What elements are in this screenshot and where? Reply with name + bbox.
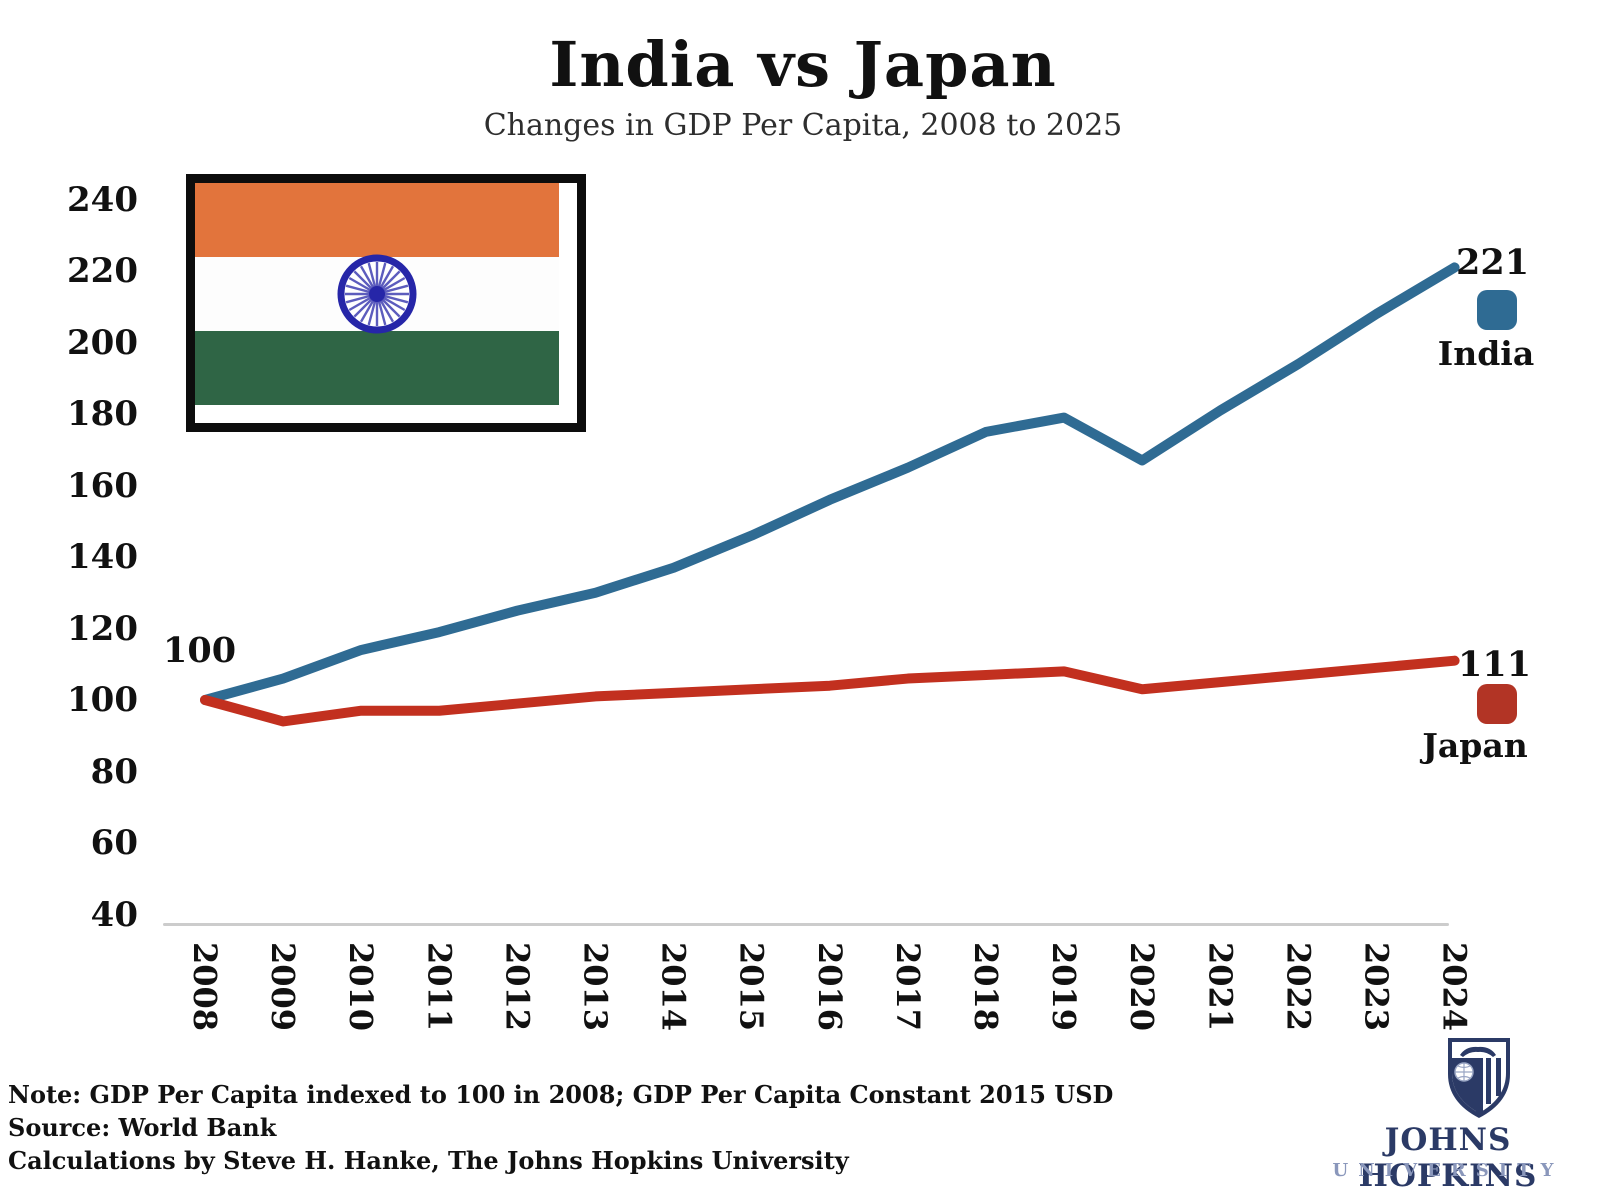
x-tick-label: 2023: [1357, 942, 1396, 1032]
x-tick-label: 2009: [264, 942, 303, 1032]
x-tick-label: 2013: [576, 942, 615, 1032]
flag-saffron-band: [195, 183, 559, 257]
x-tick-label: 2008: [186, 942, 224, 1032]
y-tick-label: 240: [67, 179, 138, 220]
india-flag: [186, 174, 586, 432]
y-tick-label: 120: [67, 608, 138, 649]
india-legend-label: India: [1437, 334, 1535, 373]
chart-subtitle: Changes in GDP Per Capita, 2008 to 2025: [483, 108, 1123, 143]
note-text: Note: GDP Per Capita indexed to 100 in 2…: [8, 1080, 1114, 1109]
x-tick-label: 2018: [967, 942, 1005, 1032]
x-tick-label: 2021: [1201, 942, 1240, 1032]
x-tick-label: 2020: [1123, 942, 1162, 1032]
india-legend-swatch: [1477, 290, 1517, 330]
johns-hopkins-shield-icon: [1448, 1038, 1510, 1118]
source-text: Source: World Bank: [8, 1113, 277, 1142]
x-tick-label: 2017: [888, 942, 927, 1032]
y-tick-label: 100: [67, 680, 138, 720]
japan-legend-label: Japan: [1422, 726, 1528, 765]
calculations-text: Calculations by Steve H. Hanke, The John…: [8, 1146, 849, 1175]
japan-legend-swatch: [1477, 684, 1517, 724]
japan-end-value-label: 111: [1458, 644, 1532, 685]
x-tick-label: 2011: [420, 942, 459, 1032]
jhu-university-text: UNIVERSITY: [1332, 1160, 1564, 1181]
y-tick-label: 160: [67, 465, 138, 506]
y-tick-label: 80: [90, 751, 138, 792]
y-tick-label: 40: [90, 894, 138, 935]
india-end-value-label: 221: [1456, 242, 1530, 283]
y-tick-label: 140: [67, 537, 138, 577]
start-value-label: 100: [163, 630, 237, 671]
x-tick-label: 2015: [732, 942, 771, 1032]
india-line: [200, 262, 1460, 705]
x-axis-line: [163, 923, 1449, 926]
x-tick-label: 2024: [1435, 942, 1474, 1032]
x-tick-label: 2010: [342, 942, 381, 1032]
jhu-wordmark: JOHNS HOPKINS: [1358, 1122, 1538, 1194]
flag-green-band: [195, 331, 559, 405]
x-tick-label: 2019: [1045, 942, 1084, 1032]
x-tick-label: 2014: [654, 942, 693, 1032]
y-tick-label: 200: [67, 322, 138, 363]
y-tick-label: 60: [90, 823, 138, 863]
y-tick-label: 180: [67, 394, 138, 434]
ashoka-chakra-icon: [337, 254, 417, 334]
y-tick-label: 220: [67, 251, 138, 291]
chart-title: India vs Japan: [549, 28, 1057, 101]
x-tick-label: 2022: [1279, 942, 1318, 1032]
japan-line: [200, 655, 1460, 727]
x-tick-label: 2016: [810, 942, 849, 1032]
x-tick-label: 2012: [498, 942, 537, 1032]
